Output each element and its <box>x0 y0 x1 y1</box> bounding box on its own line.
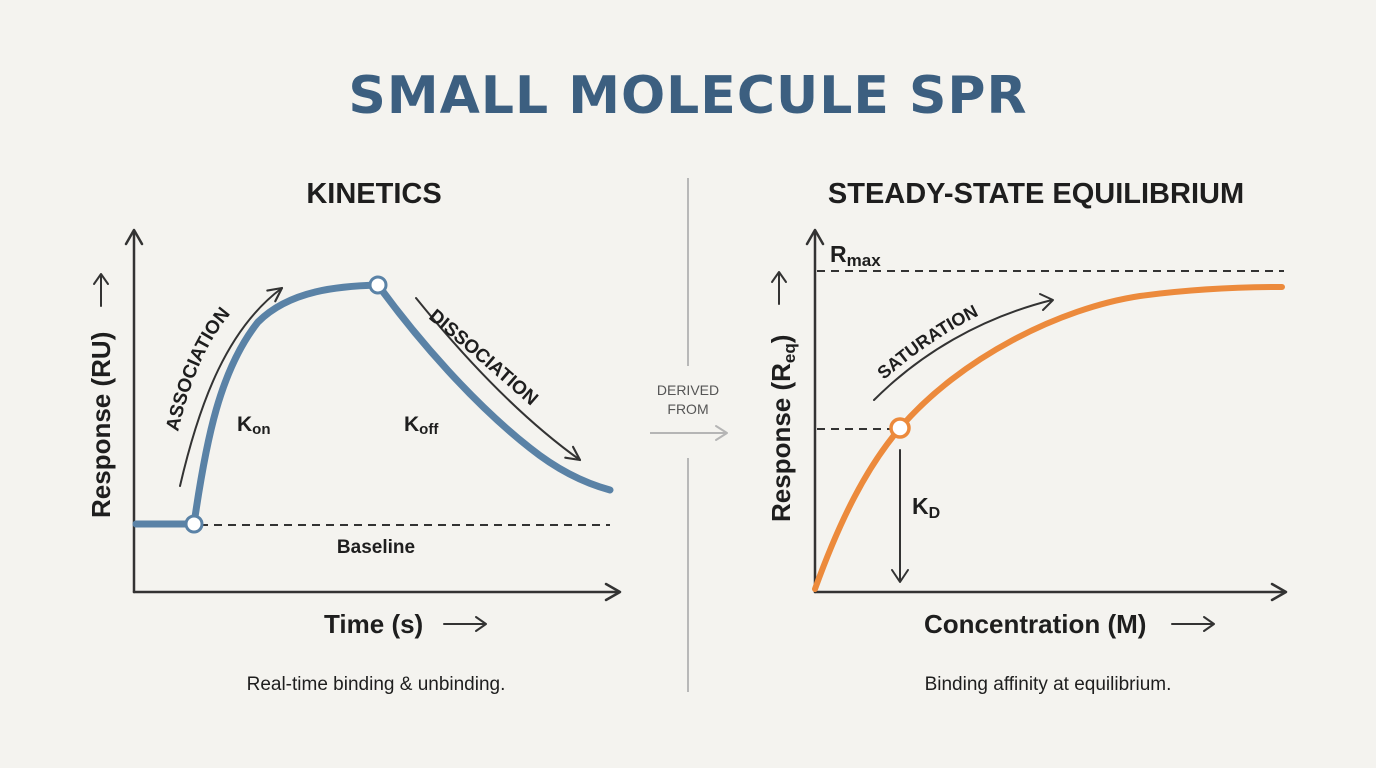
kd-point <box>889 417 911 439</box>
koff-label: Koff <box>404 413 439 438</box>
injection-end-point <box>368 275 388 295</box>
dissociation-arrow <box>415 297 582 462</box>
equilibrium-panel: STEADY-STATE EQUILIBRIUM Response (Req) … <box>766 178 1288 695</box>
kinetics-panel: KINETICS Response (RU) Time (s) Baseline… <box>86 178 622 695</box>
saturation-arrow <box>873 299 1053 401</box>
kon-label: Kon <box>237 413 271 438</box>
kinetics-x-axis-label: Time (s) <box>324 609 423 639</box>
equilibrium-y-axis-arrowhead <box>805 228 825 246</box>
derived-from-label-line1: DERIVED <box>657 382 719 398</box>
baseline-label: Baseline <box>337 537 415 558</box>
association-label: ASSOCIATION <box>162 304 234 433</box>
injection-start-point <box>184 514 204 534</box>
rmax-label: Rmax <box>830 241 881 270</box>
derived-from-label-line2: FROM <box>667 401 708 417</box>
divider: DERIVED FROM <box>650 178 728 692</box>
saturation-arrow-head <box>1039 293 1054 311</box>
kinetics-y-label-arrow-head <box>93 273 109 285</box>
equilibrium-caption: Binding affinity at equilibrium. <box>925 674 1172 695</box>
equilibrium-x-axis-arrowhead <box>1270 582 1288 602</box>
equilibrium-x-axis-label: Concentration (M) <box>924 609 1146 639</box>
kinetics-title: KINETICS <box>306 178 441 210</box>
kd-arrow-head <box>891 569 909 583</box>
kd-label: KD <box>912 493 940 522</box>
kinetics-caption: Real-time binding & unbinding. <box>247 674 506 695</box>
equilibrium-y-label-arrow-head <box>771 271 787 283</box>
equilibrium-title: STEADY-STATE EQUILIBRIUM <box>828 178 1244 210</box>
derived-from-arrow-head <box>715 425 728 441</box>
page-title: SMALL MOLECULE SPR <box>348 66 1027 126</box>
binding-isotherm-curve <box>812 284 1285 592</box>
kinetics-y-axis-arrowhead <box>124 228 144 246</box>
kinetics-y-axis-label: Response (RU) <box>86 332 116 518</box>
kinetics-x-axis-arrowhead <box>604 582 622 602</box>
dissociation-label: DISSOCIATION <box>425 306 542 410</box>
kinetics-x-label-arrow-head <box>475 616 487 632</box>
equilibrium-x-label-arrow-head <box>1203 616 1215 632</box>
equilibrium-y-axis-label: Response (Req) <box>766 335 799 522</box>
association-arrow <box>179 286 284 487</box>
